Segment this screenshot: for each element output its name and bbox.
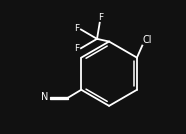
Text: F: F: [74, 24, 80, 33]
Text: F: F: [74, 44, 80, 53]
Text: N: N: [41, 92, 48, 102]
Text: F: F: [98, 13, 104, 22]
Text: Cl: Cl: [143, 35, 153, 45]
